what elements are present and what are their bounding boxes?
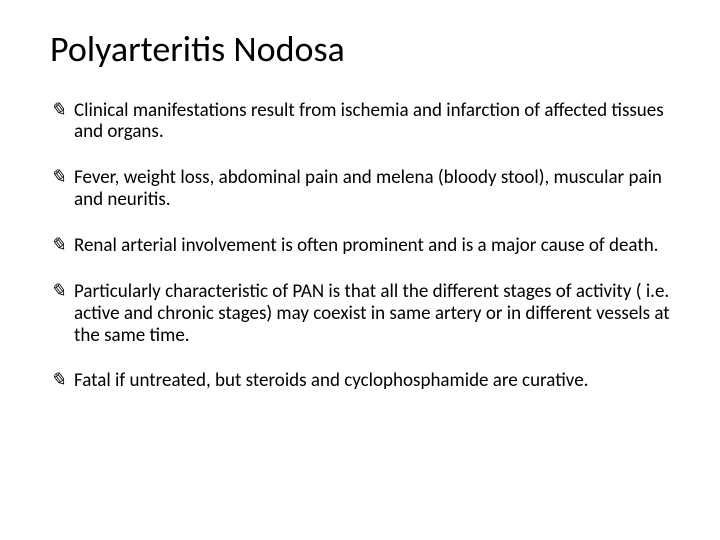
list-item: ✎ Renal arterial involvement is often pr… [50,235,670,257]
list-item: ✎ Fatal if untreated, but steroids and c… [50,370,670,392]
bullet-icon: ✎ [50,167,66,189]
list-item: ✎ Clinical manifestations result from is… [50,100,670,144]
bullet-list: ✎ Clinical manifestations result from is… [50,100,670,393]
bullet-text: Clinical manifestations result from isch… [74,99,664,144]
bullet-icon: ✎ [50,100,66,122]
bullet-text: Particularly characteristic of PAN is th… [74,280,670,347]
bullet-icon: ✎ [50,281,66,303]
bullet-icon: ✎ [50,235,66,257]
list-item: ✎ Fever, weight loss, abdominal pain and… [50,167,670,211]
page-title: Polyarteritis Nodosa [50,30,670,70]
bullet-icon: ✎ [50,370,66,392]
bullet-text: Fatal if untreated, but steroids and cyc… [74,369,588,392]
list-item: ✎ Particularly characteristic of PAN is … [50,281,670,347]
slide-container: Polyarteritis Nodosa ✎ Clinical manifest… [0,0,720,540]
bullet-text: Renal arterial involvement is often prom… [74,234,658,257]
bullet-text: Fever, weight loss, abdominal pain and m… [74,166,662,211]
